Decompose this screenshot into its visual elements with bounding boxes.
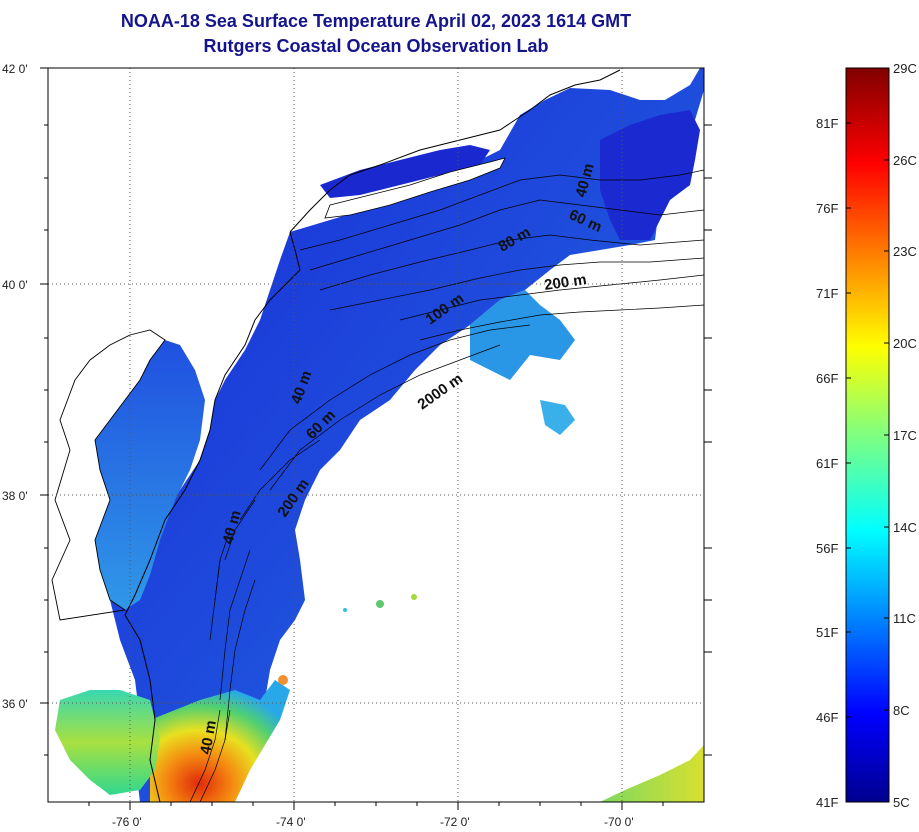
offshore-warm-patch <box>470 290 575 380</box>
colorbar-celsius-label: 8C <box>893 703 910 718</box>
colorbar-celsius-label: 23C <box>893 244 917 259</box>
colorbar-fahrenheit-label: 76F <box>816 201 838 216</box>
colorbar-fahrenheit-label: 51F <box>816 625 838 640</box>
contour-label: 40 m <box>197 719 220 756</box>
map-title: NOAA-18 Sea Surface Temperature April 02… <box>120 11 632 31</box>
colorbar-celsius-label: 29C <box>893 61 917 76</box>
water-blob <box>343 608 347 612</box>
contour-label: 200 m <box>543 271 587 294</box>
lon-label: -74 0' <box>276 815 306 829</box>
colorbar-celsius-label: 20C <box>893 336 917 351</box>
gulf-of-maine-water <box>600 110 700 240</box>
lon-label: -70 0' <box>604 815 634 829</box>
colorbar-fahrenheit-label: 46F <box>816 710 838 725</box>
shelf-water <box>110 68 704 802</box>
lat-label: 42 0' <box>2 62 28 76</box>
bathymetry-contours <box>189 169 705 803</box>
colorbar-ticks <box>846 67 889 803</box>
pamlico-sound <box>55 690 160 795</box>
lat-label: 36 0' <box>2 697 28 711</box>
water-blob <box>376 600 384 608</box>
long-island <box>324 157 506 219</box>
bay-coastline <box>51 329 166 621</box>
gulf-stream-warm <box>150 680 290 802</box>
chesapeake-bay <box>95 340 205 610</box>
colorbar-celsius-label: 11C <box>893 611 916 626</box>
coastline <box>124 231 301 803</box>
lat-label: 38 0' <box>2 489 28 503</box>
colorbar-celsius-label: 5C <box>893 795 910 810</box>
colorbar-fahrenheit-label: 41F <box>816 795 838 810</box>
colorbar-celsius-label: 26C <box>893 153 917 168</box>
tick-marks <box>40 67 712 810</box>
water-blob <box>411 594 417 600</box>
colorbar-fahrenheit-label: 56F <box>816 541 838 556</box>
colorbar-gradient <box>845 67 890 803</box>
colorbar-fahrenheit-label: 66F <box>816 371 838 386</box>
offshore-warm-patch-2 <box>540 400 575 435</box>
coastline-north <box>289 69 621 233</box>
map-subtitle: Rutgers Coastal Ocean Observation Lab <box>203 36 549 56</box>
lon-label: -72 0' <box>440 815 470 829</box>
lon-label: -76 0' <box>112 815 142 829</box>
long-island-sound <box>320 145 490 198</box>
colorbar-celsius-label: 14C <box>893 520 917 535</box>
lat-label: 40 0' <box>2 278 28 292</box>
colorbar-fahrenheit-label: 71F <box>816 286 838 301</box>
colorbar-celsius-label: 17C <box>893 428 917 443</box>
graticule <box>48 68 704 802</box>
water-blob <box>278 675 288 685</box>
southeast-warm-water <box>600 745 704 802</box>
colorbar-fahrenheit-label: 61F <box>816 456 838 471</box>
colorbar-fahrenheit-label: 81F <box>816 116 838 131</box>
